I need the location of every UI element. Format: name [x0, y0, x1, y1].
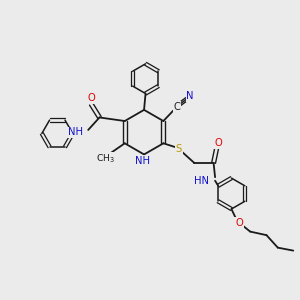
Text: CH$_3$: CH$_3$ [96, 153, 115, 165]
Text: C: C [174, 102, 181, 112]
Text: NH: NH [135, 156, 150, 166]
Text: N: N [186, 91, 194, 101]
Text: S: S [176, 144, 182, 154]
Text: O: O [235, 218, 243, 228]
Text: O: O [214, 138, 222, 148]
Text: O: O [87, 93, 95, 103]
Text: NH: NH [68, 127, 83, 137]
Text: HN: HN [194, 176, 208, 186]
